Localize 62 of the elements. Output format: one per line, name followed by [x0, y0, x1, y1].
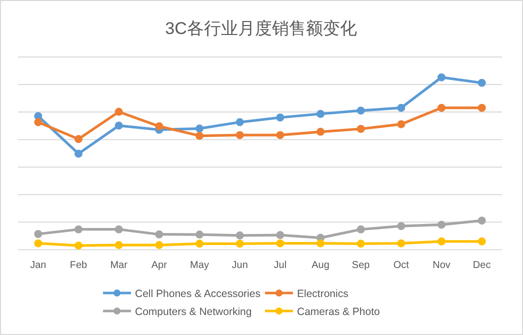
point	[478, 216, 486, 225]
point	[438, 73, 446, 82]
point	[356, 106, 365, 115]
point	[397, 222, 406, 230]
point	[114, 225, 123, 234]
point	[74, 135, 82, 144]
point	[438, 104, 446, 112]
point	[196, 230, 204, 239]
point	[74, 225, 82, 234]
legend-label: Cell Phones & Accessories	[135, 288, 260, 300]
point	[114, 122, 123, 130]
x-tick-label: Apr	[151, 260, 168, 271]
point	[316, 128, 324, 136]
point	[276, 231, 284, 240]
point	[236, 118, 244, 126]
point	[438, 220, 446, 229]
point	[74, 242, 82, 250]
point	[276, 131, 284, 140]
point	[356, 240, 365, 248]
point	[356, 124, 365, 133]
x-tick-label: Dec	[472, 260, 491, 271]
x-tick-label: Sep	[352, 260, 370, 271]
x-tick-label: Mar	[110, 260, 128, 271]
point	[276, 239, 284, 248]
point	[356, 225, 365, 234]
point	[155, 241, 164, 250]
point	[196, 132, 204, 140]
point	[34, 239, 42, 248]
point	[74, 150, 82, 158]
point	[155, 230, 164, 238]
point	[478, 237, 486, 246]
point	[155, 122, 164, 130]
point	[316, 110, 324, 118]
point	[478, 78, 486, 87]
point	[196, 240, 204, 248]
legend-label: Cameras & Photo	[297, 306, 380, 318]
point	[478, 104, 486, 112]
point	[397, 120, 406, 128]
point	[236, 131, 244, 140]
legend-label: Electronics	[297, 288, 348, 300]
x-tick-label: Nov	[432, 260, 450, 271]
x-tick-label: Feb	[70, 260, 88, 271]
x-tick-label: Aug	[312, 260, 330, 271]
point	[236, 240, 244, 248]
point	[397, 239, 406, 248]
x-tick-label: Jul	[274, 260, 287, 271]
point	[34, 118, 42, 126]
point	[196, 124, 204, 133]
point	[276, 114, 284, 122]
x-tick-label: Jan	[30, 260, 46, 271]
point	[236, 231, 244, 240]
x-tick-label: Jun	[232, 260, 248, 271]
point	[316, 239, 324, 248]
point	[34, 230, 42, 238]
x-tick-label: May	[190, 260, 209, 271]
point	[114, 108, 123, 116]
title: 3C各行业月度销售额变化	[165, 19, 357, 38]
point	[438, 237, 446, 246]
point	[397, 104, 406, 112]
point	[114, 241, 123, 250]
legend-label: Computers & Networking	[135, 306, 252, 318]
x-tick-label: Oct	[393, 260, 410, 271]
